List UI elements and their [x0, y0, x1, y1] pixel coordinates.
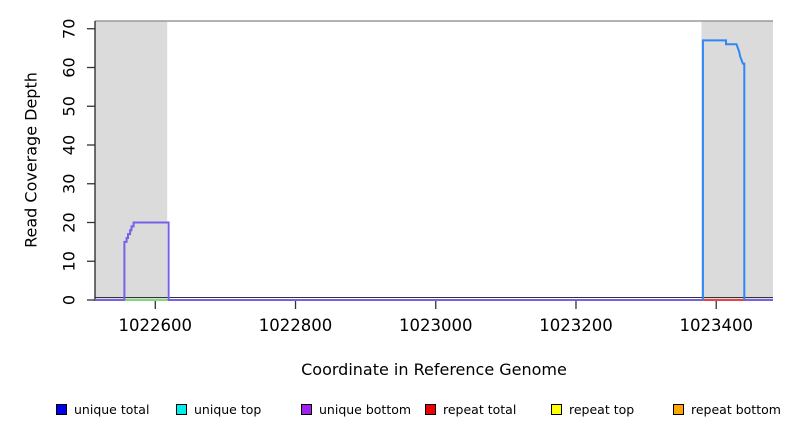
legend-item-unique-total: unique total [56, 400, 149, 418]
legend-item-repeat-top: repeat top [551, 400, 634, 418]
right-gray-region [701, 21, 773, 300]
legend-label: unique total [74, 401, 150, 417]
y-tick-label: 60 [60, 57, 79, 77]
y-axis-label: Read Coverage Depth [21, 72, 41, 248]
right-unique-coverage-peak [701, 39, 746, 300]
y-tick-label: 30 [60, 174, 79, 194]
y-tick-label: 40 [60, 135, 79, 155]
left-unique-coverage-peak [123, 221, 170, 300]
x-tick-label: 1023200 [539, 316, 613, 335]
y-tick-label: 0 [60, 295, 79, 305]
unique-top-swatch-icon [176, 403, 187, 415]
legend-label: repeat bottom [691, 401, 781, 417]
unique-total-swatch-icon [56, 403, 67, 415]
legend-item-repeat-bottom: repeat bottom [673, 400, 781, 418]
repeat-top-swatch-icon [551, 403, 562, 415]
legend-item-unique-bottom: unique bottom [301, 400, 411, 418]
x-tick-label: 1022600 [119, 316, 193, 335]
legend-label: unique bottom [319, 401, 412, 417]
y-tick-label: 70 [60, 19, 79, 39]
unique-bottom-swatch-icon [301, 403, 312, 415]
repeat-total-swatch-icon [425, 403, 436, 415]
y-tick-label: 20 [60, 212, 79, 232]
legend: unique total unique top unique bottom re… [0, 400, 792, 420]
y-tick-label: 10 [60, 251, 79, 271]
y-tick-label: 50 [60, 96, 79, 116]
x-tick-label: 1022800 [259, 316, 333, 335]
legend-item-repeat-total: repeat total [425, 400, 516, 418]
legend-item-unique-top: unique top [176, 400, 261, 418]
x-axis-label: Coordinate in Reference Genome [301, 360, 567, 379]
x-tick-label: 1023400 [679, 316, 753, 335]
coverage-plot-canvas: 1022600 1022800 1023000 1023200 1023400 0 10 20… [60, 19, 773, 335]
legend-label: repeat top [569, 401, 635, 417]
repeat-bottom-swatch-icon [673, 403, 684, 415]
x-tick-label: 1023000 [399, 316, 473, 335]
left-gray-region [95, 21, 168, 300]
legend-label: repeat total [443, 401, 517, 417]
legend-label: unique top [194, 401, 262, 417]
